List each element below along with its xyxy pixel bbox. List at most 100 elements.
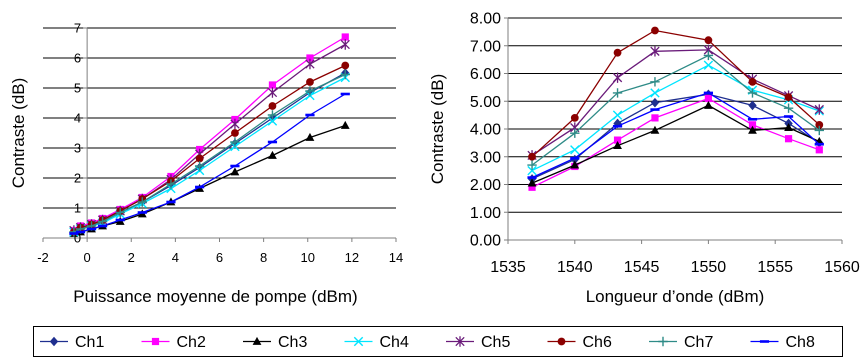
series-line-ch6 — [73, 64, 346, 233]
x-tick-label: 14 — [389, 250, 403, 265]
data-point — [195, 185, 205, 189]
legend-marker — [252, 336, 262, 345]
data-point — [306, 54, 314, 62]
data-point — [305, 58, 315, 70]
legend-marker — [353, 336, 364, 347]
legend-marker — [49, 336, 59, 347]
series-ch6 — [528, 26, 824, 161]
y-tick-label: 6 — [74, 51, 81, 66]
data-point — [613, 141, 622, 150]
legend-entry-ch2: Ch2 — [141, 334, 206, 351]
x-tick-label: 4 — [172, 250, 179, 265]
data-point — [267, 110, 278, 120]
x-tick-label: 1550 — [691, 259, 727, 276]
data-point — [703, 50, 714, 61]
legend-entry-ch6: Ch6 — [547, 334, 612, 351]
series-line-ch7 — [531, 54, 820, 166]
legend-marker — [151, 337, 160, 346]
series-line-ch6 — [531, 29, 820, 158]
legend-entry-ch8: Ch8 — [750, 334, 815, 351]
data-point — [137, 197, 147, 207]
data-point — [527, 176, 537, 179]
data-point — [570, 114, 579, 122]
series-line-ch5 — [73, 43, 346, 232]
y-tick-label: 4 — [74, 111, 81, 126]
data-point — [784, 123, 793, 132]
data-point — [783, 115, 794, 118]
data-point — [305, 132, 315, 141]
legend-label: Ch5 — [481, 334, 510, 351]
x-tick-label: 1560 — [824, 259, 860, 276]
y-tick-label: 8.00 — [470, 11, 501, 28]
data-point — [570, 145, 580, 155]
y-tick-label: 4.00 — [470, 122, 501, 139]
data-point — [613, 48, 622, 57]
data-point — [651, 26, 659, 35]
series-ch2 — [528, 94, 823, 191]
data-point — [69, 232, 79, 235]
data-point — [230, 137, 240, 147]
data-point — [815, 146, 823, 154]
legend-label: Ch7 — [684, 334, 713, 351]
series-ch3 — [69, 120, 350, 237]
x-tick-label: 8 — [260, 250, 267, 265]
data-point — [814, 104, 824, 115]
data-point — [651, 114, 659, 122]
data-point — [650, 97, 660, 108]
legend-label: Ch6 — [583, 334, 612, 351]
data-point — [570, 128, 580, 138]
series-ch7 — [69, 69, 350, 237]
series-ch4 — [69, 72, 350, 237]
series-line-ch2 — [531, 97, 820, 188]
x-tick-label: 6 — [216, 250, 223, 265]
x-tick-label: 1535 — [490, 259, 526, 276]
data-point — [268, 81, 277, 89]
data-point — [704, 36, 713, 45]
legend-label: Ch2 — [177, 334, 206, 351]
legend-marker — [658, 336, 668, 347]
data-point — [527, 178, 537, 187]
data-point — [166, 179, 176, 189]
legend-marker — [759, 340, 770, 343]
data-point — [650, 46, 660, 57]
data-point — [747, 88, 758, 98]
data-point — [194, 161, 205, 171]
data-point — [230, 118, 240, 130]
data-point — [115, 207, 125, 218]
data-point — [612, 110, 623, 120]
legend-marker — [557, 337, 566, 346]
data-point — [783, 103, 794, 113]
y-tick-label: 2.00 — [470, 177, 501, 194]
data-point — [86, 227, 97, 231]
y-tick-label: 5 — [74, 81, 81, 96]
y-tick-label: 7 — [74, 21, 81, 36]
data-point — [650, 77, 660, 87]
legend-entry-ch4: Ch4 — [344, 334, 409, 351]
series-line-ch2 — [73, 36, 346, 232]
legend-entry-ch1: Ch1 — [40, 334, 104, 351]
series-ch8 — [527, 91, 824, 179]
data-point — [305, 113, 315, 117]
y-tick-label: 0 — [74, 231, 81, 246]
series-line-ch3 — [531, 104, 820, 184]
y-tick-label: 1.00 — [470, 205, 501, 222]
data-point — [612, 124, 623, 128]
data-point — [570, 160, 580, 169]
data-point — [268, 150, 277, 159]
data-point — [815, 120, 824, 129]
data-point — [195, 154, 204, 163]
legend-marker — [455, 336, 465, 347]
data-point — [748, 125, 757, 134]
data-point — [340, 39, 350, 50]
gridlines — [43, 27, 396, 209]
data-point — [340, 120, 350, 129]
y-axis-label: Contraste (dB) — [9, 78, 28, 189]
data-point — [97, 224, 108, 228]
data-point — [137, 211, 147, 214]
gridlines — [508, 17, 842, 213]
x-tick-label: 10 — [301, 250, 315, 265]
data-point — [166, 200, 176, 204]
y-tick-label: 3.00 — [470, 149, 501, 166]
